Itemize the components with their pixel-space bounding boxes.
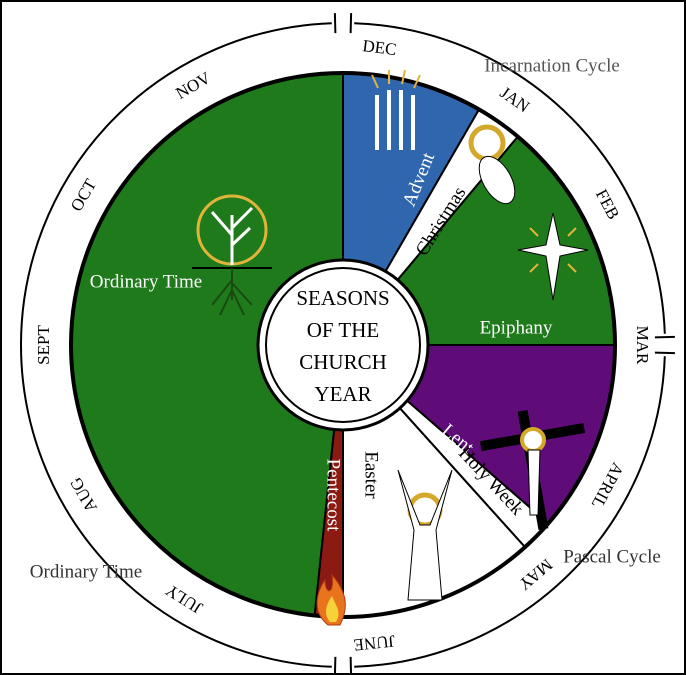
cycle-label: Incarnation Cycle <box>484 55 620 76</box>
center-title: CHURCH <box>299 350 387 374</box>
cycle-label: Ordinary Time <box>30 561 142 582</box>
season-label: Ordinary Time <box>90 271 202 292</box>
season-label: Pentecost <box>323 459 344 533</box>
season-label: Epiphany <box>480 317 553 338</box>
center-title: SEASONS <box>296 286 389 310</box>
cycle-label: Pascal Cycle <box>563 546 661 567</box>
church-year-wheel: Incarnation Cycle Pascal Cycle Ordinary … <box>0 0 686 675</box>
season-label: Easter <box>361 451 382 499</box>
month-label: MAR <box>633 326 652 365</box>
center-title: YEAR <box>314 382 371 406</box>
center-title: OF THE <box>307 318 380 342</box>
month-label: SEPT <box>34 325 53 365</box>
